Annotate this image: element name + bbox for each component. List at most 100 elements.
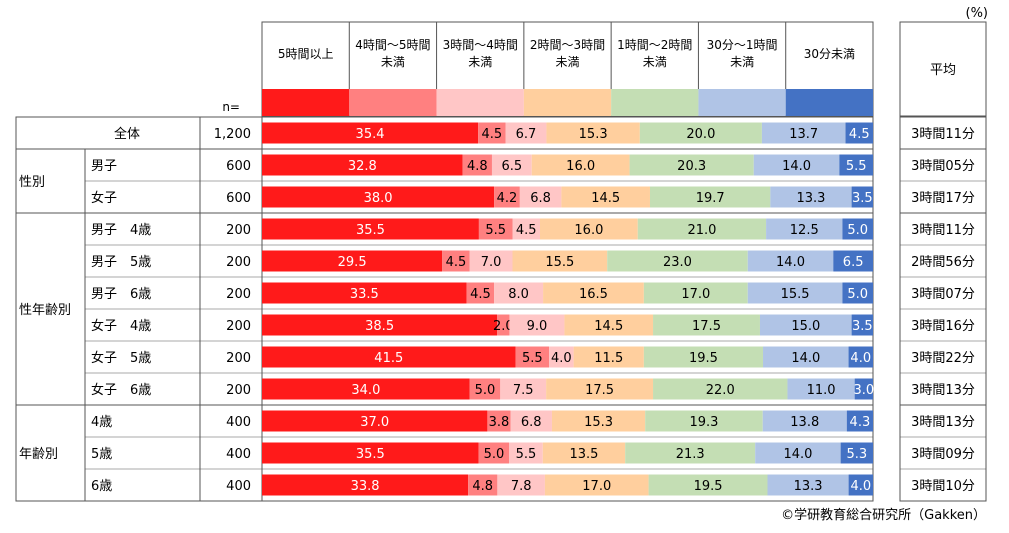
- data-label: 4.5: [446, 255, 467, 270]
- row-avg: 3時間13分: [911, 415, 975, 430]
- bar-segment: [851, 314, 873, 336]
- bar-segment: [643, 346, 764, 368]
- bar-segment: [766, 218, 843, 240]
- row-label: 5歳: [91, 447, 112, 462]
- bar-segment: [546, 378, 654, 400]
- row-label: 女子 4歳: [91, 318, 151, 334]
- row-avg: 3時間05分: [911, 159, 975, 174]
- data-label: 38.5: [365, 319, 394, 334]
- data-label: 17.5: [585, 383, 614, 398]
- row-label: 4歳: [91, 415, 112, 430]
- row-n: 200: [226, 255, 251, 270]
- data-label: 19.7: [696, 191, 725, 206]
- n-header: n=: [222, 100, 240, 114]
- data-label: 4.0: [850, 479, 871, 494]
- data-label: 16.0: [574, 223, 603, 238]
- legend-swatch-6: [698, 89, 786, 116]
- data-label: 4.5: [470, 287, 491, 302]
- row-avg: 3時間10分: [911, 479, 975, 494]
- bar-segment: [653, 378, 788, 400]
- bar-segment: [466, 282, 495, 304]
- legend-label-3: 3時間～4時間未満: [443, 38, 518, 69]
- bar-segment: [494, 186, 520, 208]
- bar-segment: [747, 282, 843, 304]
- data-label: 4.5: [849, 127, 870, 142]
- bar-segment: [551, 410, 646, 432]
- bar-segment: [637, 218, 767, 240]
- bar-segment: [625, 442, 756, 464]
- data-label: 41.5: [374, 351, 403, 366]
- data-label: 6.5: [501, 159, 522, 174]
- group-label: 性別: [19, 175, 45, 190]
- bar-segment: [442, 250, 470, 272]
- legend-swatch-4: [523, 89, 612, 116]
- bar-segment: [645, 410, 763, 432]
- data-label: 13.5: [570, 447, 599, 462]
- data-label: 3.5: [852, 319, 873, 334]
- bar-segment: [767, 474, 849, 496]
- row-avg: 3時間09分: [911, 447, 975, 462]
- bar-segment: [262, 186, 495, 208]
- row-n: 600: [226, 191, 251, 206]
- bar-segment: [607, 250, 748, 272]
- data-label: 2.0: [493, 319, 514, 334]
- row-label: 男子: [91, 159, 117, 174]
- bar-segment: [842, 282, 873, 304]
- data-label: 34.0: [351, 383, 380, 398]
- data-label: 21.0: [687, 223, 716, 238]
- data-label: 16.5: [579, 287, 608, 302]
- data-label: 35.5: [356, 223, 385, 238]
- bar-segment: [648, 474, 768, 496]
- data-label: 32.8: [348, 159, 377, 174]
- data-label: 14.0: [783, 447, 812, 462]
- data-label: 29.5: [338, 255, 367, 270]
- bar-segment: [564, 314, 654, 336]
- bar-segment: [549, 346, 574, 368]
- bar-segment: [262, 378, 470, 400]
- bar-segment: [770, 186, 852, 208]
- data-label: 14.0: [776, 255, 805, 270]
- data-label: 20.0: [686, 127, 715, 142]
- data-label: 38.0: [364, 191, 393, 206]
- legend-swatch-5: [611, 89, 699, 116]
- avg-header: 平均: [930, 63, 956, 78]
- bar-segment: [462, 154, 492, 176]
- bar-segment: [845, 122, 873, 144]
- legend-swatch-1: [262, 89, 350, 116]
- bar-segment: [649, 186, 771, 208]
- row-label: 女子 6歳: [91, 382, 151, 398]
- bar-segment: [500, 378, 547, 400]
- bar-segment: [544, 474, 649, 496]
- data-label: 13.3: [794, 479, 823, 494]
- row-n: 200: [226, 319, 251, 334]
- data-label: 15.3: [584, 415, 613, 430]
- row-avg: 3時間11分: [911, 127, 975, 142]
- row-n: 200: [226, 383, 251, 398]
- data-label: 19.5: [694, 479, 723, 494]
- data-label: 13.8: [790, 415, 819, 430]
- bar-segment: [540, 218, 638, 240]
- bar-segment: [542, 442, 626, 464]
- bar-segment: [512, 250, 608, 272]
- bar-segment: [262, 346, 516, 368]
- bar-segment: [833, 250, 873, 272]
- legend-label-1: 5時間以上: [278, 47, 334, 61]
- data-label: 4.3: [850, 415, 871, 430]
- group-label: 性年齢別: [19, 303, 71, 318]
- legend-label-2: 4時間～5時間未満: [355, 38, 430, 69]
- row-label: 男子 5歳: [91, 255, 151, 270]
- data-label: 7.5: [513, 383, 534, 398]
- group-label: 年齢別: [19, 447, 58, 462]
- row-n: 200: [226, 351, 251, 366]
- bar-segment: [761, 122, 846, 144]
- bar-segment: [639, 122, 762, 144]
- data-label: 33.8: [351, 479, 380, 494]
- bar-segment: [478, 122, 506, 144]
- data-label: 6.7: [516, 127, 537, 142]
- bar-segment: [519, 186, 562, 208]
- row-avg: 3時間22分: [911, 351, 975, 366]
- data-label: 4.2: [497, 191, 518, 206]
- row-avg: 3時間13分: [911, 383, 975, 398]
- bar-segment: [494, 282, 544, 304]
- data-label: 6.5: [843, 255, 864, 270]
